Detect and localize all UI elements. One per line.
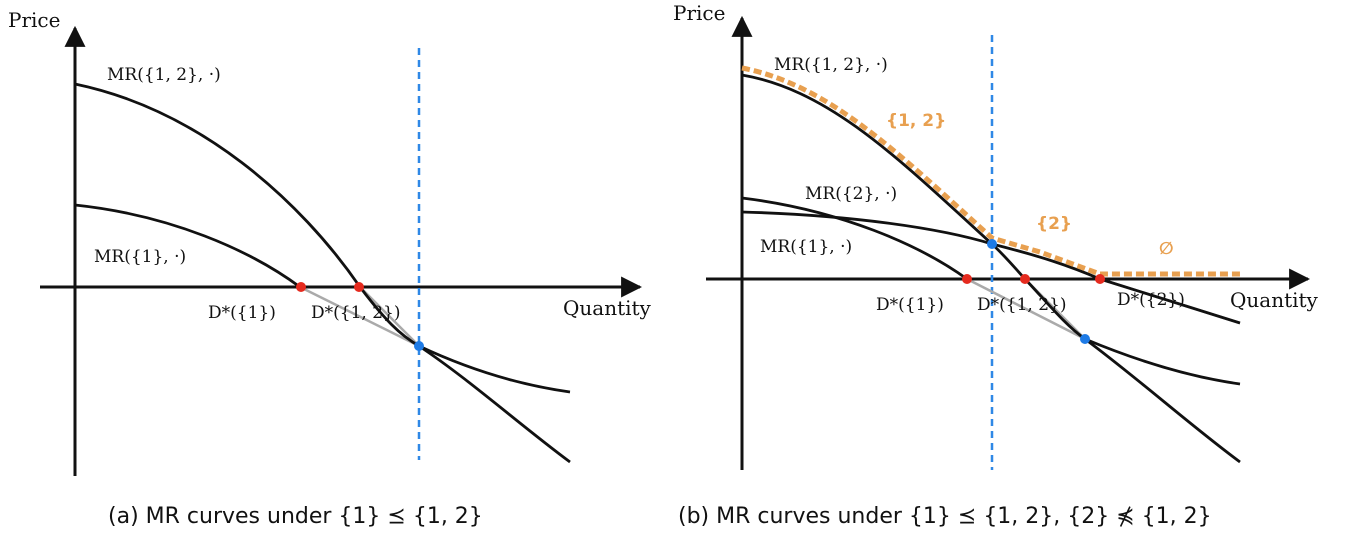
panel-b-extension-segment [966, 277, 1086, 341]
panel-a-caption: (a) MR curves under {1} ⪯ {1, 2} [108, 504, 483, 529]
panel-b-y-axis-label: Price [673, 1, 725, 25]
panel-b-region-2-label: {2} [1036, 214, 1072, 234]
panel-b: Price Quantity MR({1, 2}, ·) MR({2}, ·) … [673, 1, 1319, 529]
panel-a-intersection-point [414, 341, 424, 351]
panel-a-y-axis-label: Price [8, 8, 60, 32]
panel-b-d1-point [962, 274, 972, 284]
panel-b-mr-1-tail [1084, 337, 1241, 386]
panel-b-d1-label: D*({1}) [876, 295, 944, 315]
panel-b-intersection-point [1080, 334, 1090, 344]
panel-b-intersection-point [987, 239, 997, 249]
panel-a-mr-1-label: MR({1}, ·) [94, 247, 186, 267]
panel-a-d12-point [354, 282, 364, 292]
panel-a-d1-label: D*({1}) [208, 303, 276, 323]
panel-a-mr-1-curve [74, 203, 301, 289]
panel-b-d2-point [1095, 274, 1105, 284]
panel-b-caption: (b) MR curves under {1} ⪯ {1, 2}, {2} ⋠ … [678, 504, 1212, 529]
panel-b-region-empty-label: ∅ [1159, 239, 1174, 259]
panel-a-d1-point [296, 282, 306, 292]
panel-a-extension-segment [299, 285, 420, 348]
panel-b-d12-point [1020, 274, 1030, 284]
panel-a-extension-segment [359, 286, 420, 347]
panel-b-mr-2-curve [741, 210, 1241, 325]
panel-b-mr-12-label: MR({1, 2}, ·) [774, 55, 888, 75]
panel-a-d12-label: D*({1, 2}) [311, 303, 400, 323]
panel-b-d12-label: D*({1, 2}) [977, 295, 1066, 315]
panel-a: Price Quantity MR({1, 2}, ·) MR({1}, ·) … [8, 8, 652, 529]
panel-a-mr-1-tail [418, 344, 571, 394]
panel-a-mr-12-label: MR({1, 2}, ·) [107, 65, 221, 85]
panel-b-mr-1-label: MR({1}, ·) [760, 237, 852, 257]
panel-a-x-axis-label: Quantity [563, 296, 652, 320]
panel-a-mr-12-curve [74, 82, 571, 464]
panel-b-region-12-label: {1, 2} [886, 111, 946, 131]
panel-b-mr-1-curve [741, 196, 968, 281]
panel-b-d2-label: D*({2}) [1117, 290, 1185, 310]
panel-b-mr-2-label: MR({2}, ·) [805, 184, 897, 204]
panel-b-optimal-envelope [741, 65, 1242, 277]
panel-b-x-axis-label: Quantity [1230, 288, 1319, 312]
